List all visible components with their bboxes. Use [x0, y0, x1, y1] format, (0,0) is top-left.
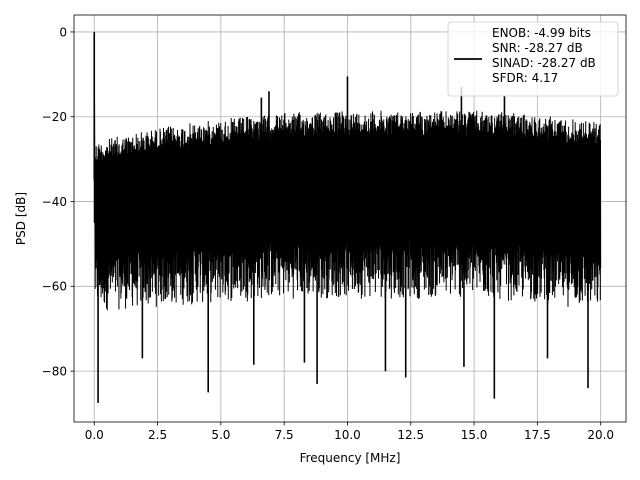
tick-marks [70, 31, 602, 426]
x-tick-label: 15.0 [461, 428, 488, 442]
y-tick-label: −20 [42, 110, 67, 124]
x-tick-label: 2.5 [148, 428, 167, 442]
x-tick-label: 5.0 [211, 428, 230, 442]
tick-labels: 0.0 2.5 5.0 7.5 10.0 12.5 15.0 17.5 20.0 0 −20 −40 −… [42, 25, 614, 442]
legend-entry: SFDR: 4.17 [492, 71, 558, 85]
y-tick-label: −80 [42, 364, 67, 378]
y-tick-label: −60 [42, 280, 67, 294]
axes-frame [73, 14, 627, 423]
x-tick-label: 0.0 [85, 428, 104, 442]
y-tick-label: 0 [59, 25, 67, 39]
x-axis-label: Frequency [MHz] [300, 451, 401, 465]
legend-entry: SINAD: -28.27 dB [492, 56, 596, 70]
legend-box [447, 21, 619, 97]
x-tick-label: 20.0 [587, 428, 614, 442]
legend-entry: ENOB: -4.99 bits [492, 26, 591, 40]
x-tick-label: 7.5 [275, 428, 294, 442]
x-tick-label: 17.5 [524, 428, 551, 442]
psd-series [93, 31, 602, 403]
y-axis-label: PSD [dB] [14, 192, 28, 245]
legend-entry: SNR: -28.27 dB [492, 41, 583, 55]
x-tick-label: 12.5 [397, 428, 424, 442]
y-tick-label: −40 [42, 195, 67, 209]
x-tick-label: 10.0 [334, 428, 361, 442]
